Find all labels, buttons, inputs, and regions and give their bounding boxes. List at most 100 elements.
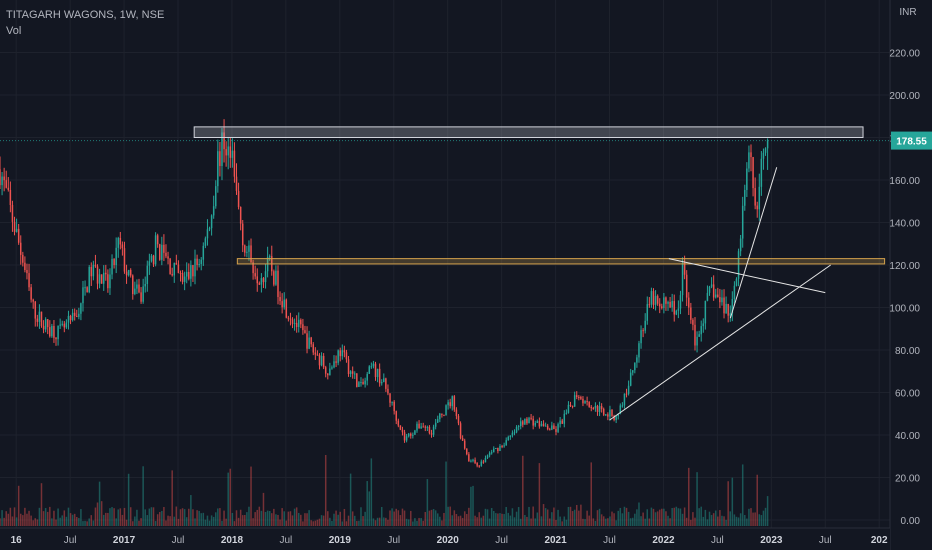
candle-body[interactable] [78, 313, 80, 317]
candle-body[interactable] [484, 457, 487, 463]
candle-body[interactable] [443, 414, 445, 416]
candle-body[interactable] [692, 319, 694, 325]
candle-body[interactable] [71, 312, 74, 321]
candle-body[interactable] [32, 299, 34, 302]
candle-body[interactable] [704, 300, 707, 324]
candle-body[interactable] [250, 245, 252, 263]
candle-body[interactable] [642, 330, 644, 332]
candle-body[interactable] [13, 221, 16, 232]
horizontal-zone-2[interactable] [236, 258, 886, 265]
candle-body[interactable] [744, 189, 746, 206]
candle-body[interactable] [264, 271, 267, 283]
candle-body[interactable] [80, 303, 82, 314]
candle-body[interactable] [113, 258, 115, 266]
candle-body[interactable] [210, 215, 213, 229]
candle-body[interactable] [144, 283, 146, 287]
candle-body[interactable] [76, 315, 78, 317]
candle-body[interactable] [92, 264, 95, 277]
candle-body[interactable] [495, 447, 497, 449]
candle-body[interactable] [727, 303, 729, 316]
candle-body[interactable] [598, 406, 601, 412]
candle-body[interactable] [376, 368, 379, 378]
candle-body[interactable] [571, 405, 574, 407]
candle-body[interactable] [700, 326, 702, 335]
candle-body[interactable] [399, 425, 402, 430]
candle-body[interactable] [215, 186, 217, 207]
trendline[interactable] [729, 167, 778, 319]
candle-body[interactable] [594, 405, 597, 409]
candle-body[interactable] [422, 426, 424, 428]
candle-body[interactable] [463, 440, 466, 449]
candle-body[interactable] [640, 330, 642, 344]
candle-body[interactable] [629, 372, 632, 386]
candle-body[interactable] [7, 187, 10, 190]
candle-body[interactable] [273, 271, 275, 285]
candle-body[interactable] [661, 306, 663, 309]
candle-body[interactable] [341, 350, 344, 357]
candle-body[interactable] [233, 150, 236, 177]
horizontal-zone-1[interactable] [193, 126, 864, 138]
candle-body[interactable] [499, 445, 501, 452]
volume-label[interactable]: Vol [6, 25, 22, 37]
candle-body[interactable] [669, 301, 671, 308]
candle-body[interactable] [611, 409, 613, 416]
candle-body[interactable] [466, 448, 468, 455]
candle-body[interactable] [414, 430, 416, 435]
candle-body[interactable] [729, 313, 732, 316]
candle-body[interactable] [719, 297, 721, 303]
candle-body[interactable] [283, 299, 285, 308]
candle-body[interactable] [673, 301, 675, 315]
candle-body[interactable] [760, 158, 763, 187]
candle-body[interactable] [190, 265, 192, 279]
trendline[interactable] [668, 258, 826, 294]
candle-body[interactable] [723, 297, 725, 314]
candle-body[interactable] [63, 323, 66, 328]
candle-body[interactable] [503, 445, 505, 447]
candle-body[interactable] [181, 273, 184, 282]
candle-body[interactable] [219, 151, 221, 167]
candle-body[interactable] [34, 301, 37, 319]
candle-body[interactable] [277, 270, 279, 298]
candle-body[interactable] [204, 238, 207, 246]
candle-body[interactable] [291, 319, 294, 324]
candle-body[interactable] [28, 273, 30, 288]
candle-body[interactable] [86, 287, 88, 292]
candle-body[interactable] [231, 150, 234, 158]
candle-body[interactable] [262, 278, 265, 283]
candle-body[interactable] [652, 291, 655, 305]
candle-body[interactable] [546, 425, 549, 430]
candle-body[interactable] [306, 333, 308, 349]
candle-body[interactable] [244, 245, 246, 253]
candle-body[interactable] [748, 152, 750, 169]
candle-body[interactable] [177, 264, 180, 273]
candle-body[interactable] [252, 262, 254, 274]
candle-body[interactable] [55, 337, 57, 340]
candle-body[interactable] [73, 312, 76, 316]
candle-body[interactable] [293, 322, 296, 324]
candle-body[interactable] [553, 425, 555, 430]
candle-body[interactable] [304, 330, 306, 334]
candle-body[interactable] [447, 402, 449, 406]
candle-body[interactable] [575, 395, 578, 397]
candle-body[interactable] [756, 205, 758, 210]
candle-body[interactable] [432, 426, 435, 435]
candle-body[interactable] [656, 295, 659, 304]
candle-body[interactable] [582, 398, 584, 404]
candle-body[interactable] [555, 429, 557, 432]
candle-body[interactable] [561, 420, 563, 424]
candle-body[interactable] [372, 363, 375, 367]
candle-body[interactable] [708, 286, 711, 293]
candle-body[interactable] [551, 425, 553, 430]
candle-body[interactable] [84, 287, 86, 289]
candle-body[interactable] [188, 271, 190, 279]
candle-body[interactable] [119, 238, 122, 245]
candle-body[interactable] [347, 359, 350, 375]
candle-body[interactable] [544, 425, 547, 427]
candle-body[interactable] [412, 434, 414, 436]
candle-body[interactable] [733, 285, 736, 299]
candle-body[interactable] [752, 157, 754, 189]
candle-body[interactable] [378, 368, 381, 384]
candle-body[interactable] [200, 259, 202, 265]
candle-body[interactable] [9, 189, 12, 205]
candle-body[interactable] [158, 244, 161, 260]
